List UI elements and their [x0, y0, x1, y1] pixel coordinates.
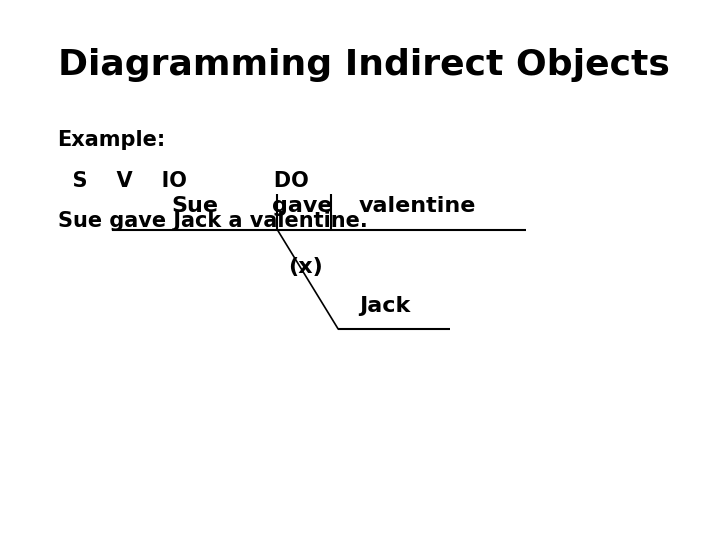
- Text: (x): (x): [288, 257, 323, 278]
- Text: valentine: valentine: [359, 196, 477, 216]
- Text: S    V    IO            DO: S V IO DO: [58, 171, 308, 191]
- Text: Sue: Sue: [171, 196, 218, 216]
- Text: gave: gave: [272, 196, 333, 216]
- Text: Sue gave Jack a valentine.: Sue gave Jack a valentine.: [58, 211, 367, 232]
- Text: Jack: Jack: [359, 296, 411, 316]
- Text: Example:: Example:: [58, 130, 166, 151]
- Text: Diagramming Indirect Objects: Diagramming Indirect Objects: [58, 48, 670, 82]
